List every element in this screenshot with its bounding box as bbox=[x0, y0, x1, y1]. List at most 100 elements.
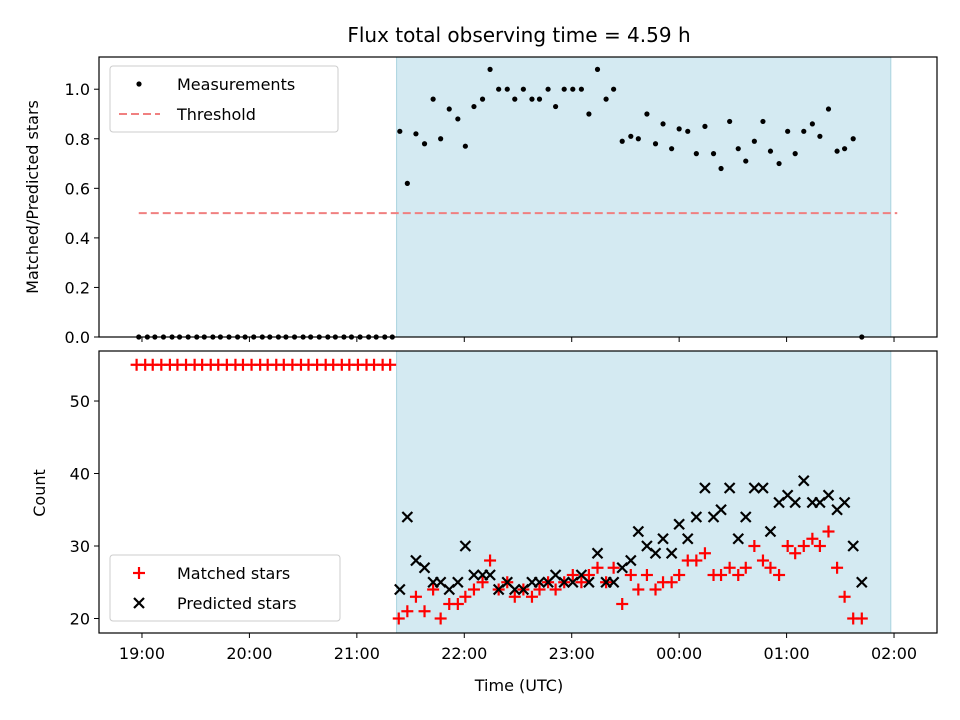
matched-point bbox=[575, 576, 588, 589]
matched-point bbox=[789, 547, 802, 560]
predicted-point bbox=[723, 482, 736, 494]
matched-point bbox=[732, 569, 745, 582]
matched-point bbox=[640, 569, 653, 582]
measurement-point bbox=[561, 86, 567, 92]
predicted-point bbox=[757, 482, 769, 494]
measurement-point bbox=[801, 128, 807, 134]
predicted-point bbox=[394, 583, 406, 596]
top-panel: 0.0 0.2 0.4 0.6 0.8 1.0 Matched/Predicted sta… bbox=[23, 56, 938, 347]
legend-threshold-label: Threshold bbox=[176, 105, 256, 124]
matched-point bbox=[756, 554, 769, 567]
matched-point bbox=[392, 612, 405, 625]
matched-point bbox=[591, 561, 604, 574]
x-tick-label: 22:00 bbox=[441, 644, 487, 663]
top-axes-frame bbox=[98, 56, 938, 338]
measurement-point bbox=[809, 121, 815, 127]
measurement-point bbox=[496, 86, 502, 92]
measurement-point bbox=[702, 123, 708, 129]
measurement-point bbox=[430, 96, 436, 102]
chart-title: Flux total observing time = 4.59 h bbox=[347, 23, 690, 47]
matched-points bbox=[130, 358, 868, 625]
matched-point bbox=[632, 583, 645, 596]
legend-measurements-marker bbox=[136, 81, 142, 87]
matched-point bbox=[838, 590, 851, 603]
predicted-point bbox=[418, 561, 431, 574]
y-tick-label: 50 bbox=[70, 392, 90, 411]
measurement-point bbox=[536, 96, 543, 102]
y-tick-label: 30 bbox=[70, 537, 90, 556]
measurement-point bbox=[660, 121, 666, 127]
predicted-point bbox=[681, 532, 694, 545]
measurement-point bbox=[817, 133, 823, 139]
legend-predicted-label: Predicted stars bbox=[177, 594, 297, 613]
measurement-point bbox=[594, 66, 601, 72]
measurement-point bbox=[462, 143, 468, 149]
measurement-point bbox=[413, 131, 419, 137]
measurement-point bbox=[743, 158, 749, 164]
measurement-point bbox=[718, 165, 724, 172]
matched-point bbox=[384, 358, 397, 371]
measurement-point bbox=[397, 128, 403, 134]
x-tick-label: 19:00 bbox=[119, 644, 165, 663]
legend-measurements-label: Measurements bbox=[177, 75, 295, 94]
matched-point bbox=[773, 569, 786, 582]
measurement-point bbox=[628, 133, 634, 139]
predicted-point bbox=[699, 482, 711, 494]
measurement-point bbox=[479, 96, 486, 102]
matched-point bbox=[748, 540, 761, 553]
predicted-point bbox=[649, 547, 662, 560]
measurement-point bbox=[842, 146, 848, 152]
matched-point bbox=[434, 612, 447, 625]
measurement-point bbox=[850, 136, 856, 142]
x-tick-label: 02:00 bbox=[871, 644, 917, 663]
predicted-point bbox=[856, 576, 868, 589]
bottom-legend: Matched stars Predicted stars bbox=[109, 554, 341, 622]
x-tick-label: 21:00 bbox=[334, 644, 380, 663]
matched-point bbox=[624, 569, 637, 582]
measurement-point bbox=[438, 136, 444, 142]
bottom-panel: 20 30 40 50 19:00 20:00 21:00 22:00 23:00 00:00 0… bbox=[30, 350, 938, 695]
x-tick-label: 20:00 bbox=[226, 644, 272, 663]
measurement-point bbox=[834, 148, 840, 154]
measurement-point bbox=[652, 141, 659, 147]
measurement-point bbox=[611, 86, 617, 92]
matched-point bbox=[723, 561, 736, 574]
predicted-point bbox=[822, 489, 835, 502]
y-tick-label: 0.0 bbox=[65, 328, 90, 347]
matched-point bbox=[418, 605, 431, 618]
predicted-point bbox=[625, 554, 637, 567]
measurement-point bbox=[553, 103, 559, 110]
measurement-point bbox=[727, 118, 733, 125]
bottom-shaded-span bbox=[396, 350, 892, 634]
predicted-point bbox=[739, 511, 752, 523]
matched-point bbox=[831, 561, 844, 574]
predicted-point bbox=[459, 540, 472, 552]
top-legend: Measurements Threshold bbox=[109, 65, 339, 133]
matched-point bbox=[822, 525, 835, 538]
bottom-legend-box bbox=[109, 554, 341, 622]
matched-point bbox=[427, 583, 440, 596]
matched-point bbox=[459, 590, 472, 603]
measurement-point bbox=[529, 96, 535, 102]
measurement-point bbox=[710, 151, 717, 157]
measurement-point bbox=[767, 148, 774, 154]
matched-point bbox=[508, 590, 521, 603]
top-shaded-span bbox=[396, 56, 892, 338]
top-y-axis-label: Matched/Predicted stars bbox=[23, 100, 42, 294]
top-legend-box bbox=[109, 65, 339, 133]
legend-matched-label: Matched stars bbox=[177, 564, 290, 583]
matched-point bbox=[409, 590, 422, 603]
predicted-point bbox=[847, 540, 859, 552]
matched-point bbox=[813, 540, 826, 553]
matched-point bbox=[467, 583, 480, 596]
measurement-point bbox=[635, 136, 641, 142]
x-axis-label: Time (UTC) bbox=[474, 676, 563, 695]
matched-point bbox=[525, 590, 538, 603]
measurement-points bbox=[136, 66, 865, 340]
matched-point bbox=[649, 583, 662, 596]
measurement-point bbox=[676, 126, 682, 132]
measurement-point bbox=[619, 138, 625, 144]
predicted-point bbox=[468, 569, 480, 581]
predicted-points bbox=[394, 474, 868, 596]
